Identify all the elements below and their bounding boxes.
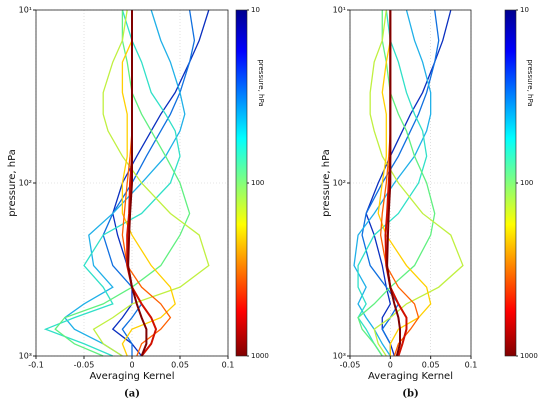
colorbar-label: pressure, hPa	[526, 59, 534, 106]
x-axis-label: Averaging Kernel	[90, 371, 175, 382]
kernel-line	[357, 9, 428, 357]
x-tick-label: 0.1	[465, 361, 478, 370]
x-tick-label: 0.1	[222, 361, 235, 370]
kernel-line	[386, 10, 402, 357]
colorbar-tick-label: 1000	[251, 352, 269, 360]
x-tick-label: -0.1	[28, 361, 44, 370]
y-tick-label: 10²	[333, 179, 346, 188]
kernel-line	[377, 10, 432, 356]
y-axis-label: pressure, hPa	[321, 149, 332, 217]
x-tick-label: 0	[129, 361, 134, 370]
x-tick-label: -0.05	[340, 361, 361, 370]
y-tick-label: 10³	[19, 352, 32, 361]
kernel-line	[127, 10, 148, 357]
kernel-line	[353, 9, 432, 357]
colorbar	[504, 9, 517, 357]
panel-label: (a)	[124, 389, 140, 400]
kernel-line	[63, 9, 186, 357]
y-tick-label: 10³	[333, 352, 346, 361]
colorbar-tick-label: 100	[520, 179, 533, 187]
kernel-line	[365, 9, 452, 357]
plot-frame	[35, 9, 229, 357]
plot-frame	[349, 9, 472, 357]
colorbar-tick-label: 10	[251, 6, 260, 14]
y-tick-label: 10¹	[333, 6, 346, 15]
x-tick-label: 0	[388, 361, 393, 370]
kernel-line	[357, 10, 436, 357]
colorbar-label: pressure, hPa	[257, 59, 265, 106]
kernel-line	[369, 9, 464, 357]
x-tick-label: -0.05	[74, 361, 95, 370]
x-tick-label: 0.05	[171, 361, 189, 370]
colorbar-tick-label: 10	[520, 6, 529, 14]
y-tick-label: 10¹	[19, 6, 32, 15]
panel-label: (b)	[402, 389, 418, 400]
kernel-line	[54, 10, 191, 357]
colorbar	[235, 9, 248, 357]
x-tick-label: 0.05	[422, 361, 440, 370]
y-axis-label: pressure, hPa	[7, 149, 18, 217]
kernel-line	[361, 9, 440, 356]
kernel-line	[43, 9, 181, 357]
y-tick-label: 10²	[19, 179, 32, 188]
colorbar-tick-label: 100	[251, 179, 264, 187]
x-axis-label: Averaging Kernel	[368, 371, 453, 382]
kernel-line	[92, 9, 210, 357]
colorbar-tick-label: 1000	[520, 352, 538, 360]
kernel-line	[121, 10, 176, 357]
